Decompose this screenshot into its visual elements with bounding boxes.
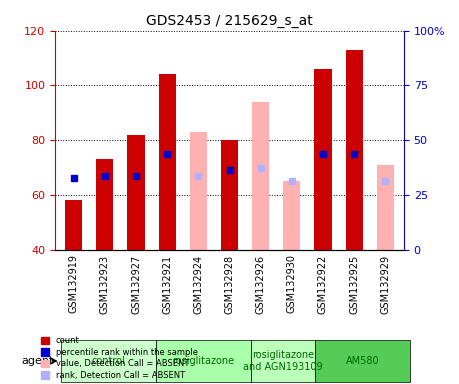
FancyBboxPatch shape [314, 340, 410, 382]
Text: rosiglitazone
and AGN193109: rosiglitazone and AGN193109 [243, 350, 323, 372]
Bar [128, 135, 145, 250]
Title: GDS2453 / 215629_s_at: GDS2453 / 215629_s_at [146, 14, 313, 28]
Bar [96, 159, 113, 250]
Text: rosiglitazone: rosiglitazone [173, 356, 235, 366]
Bar [283, 181, 300, 250]
FancyBboxPatch shape [251, 340, 314, 382]
Bar [346, 50, 363, 250]
FancyBboxPatch shape [61, 340, 156, 382]
FancyBboxPatch shape [156, 340, 251, 382]
Legend: count, percentile rank within the sample, value, Detection Call = ABSENT, rank, : count, percentile rank within the sample… [41, 336, 198, 380]
Text: agent: agent [22, 356, 54, 366]
Bar [221, 140, 238, 250]
Bar [65, 200, 82, 250]
Text: AM580: AM580 [346, 356, 379, 366]
Bar [190, 132, 207, 250]
Text: control: control [91, 356, 125, 366]
Bar [377, 165, 394, 250]
Bar [159, 74, 176, 250]
Bar [314, 69, 331, 250]
Bar [252, 102, 269, 250]
